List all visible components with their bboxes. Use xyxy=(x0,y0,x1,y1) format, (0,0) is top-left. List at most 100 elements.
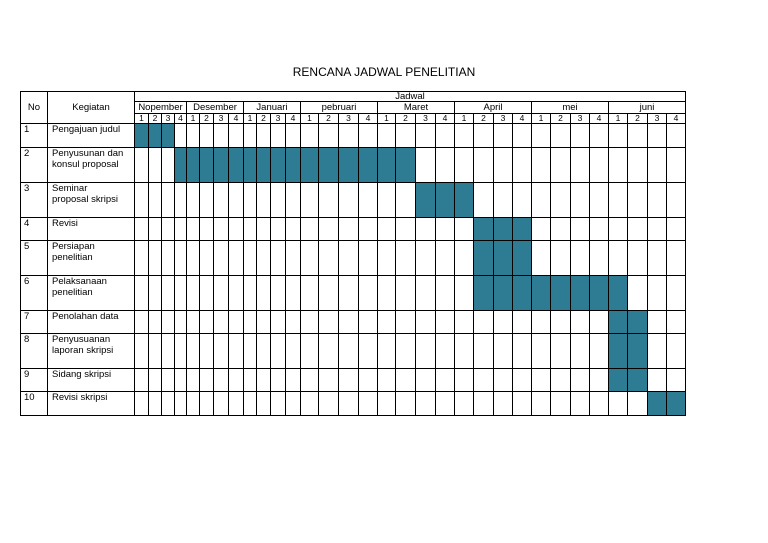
activity-name: Sidang skripsi xyxy=(47,368,135,392)
schedule-cell xyxy=(666,368,686,392)
schedule-cell xyxy=(228,240,244,276)
schedule-cell xyxy=(647,182,667,218)
schedule-cell xyxy=(531,147,551,183)
schedule-cell xyxy=(493,368,513,392)
schedule-cell xyxy=(589,182,609,218)
week-header: 2 xyxy=(148,113,162,124)
schedule-cell xyxy=(134,275,149,311)
schedule-cell xyxy=(570,217,590,241)
schedule-cell xyxy=(454,147,474,183)
schedule-cell-filled xyxy=(148,123,162,148)
activity-name-line: Penyusunan dan xyxy=(52,148,124,159)
schedule-cell xyxy=(395,310,416,334)
schedule-cell xyxy=(148,368,162,392)
schedule-cell-filled xyxy=(318,147,339,183)
schedule-cell xyxy=(377,310,396,334)
schedule-cell-filled xyxy=(570,275,590,311)
schedule-cell xyxy=(358,368,378,392)
schedule-cell xyxy=(666,147,686,183)
schedule-cell xyxy=(199,310,214,334)
schedule-cell-filled xyxy=(435,182,455,218)
schedule-cell xyxy=(531,310,551,334)
activity-row: 6 Pelaksanaan penelitian xyxy=(20,275,686,311)
week-header: 3 xyxy=(570,113,590,124)
schedule-cell xyxy=(256,123,271,148)
schedule-cell xyxy=(550,310,571,334)
schedule-cell xyxy=(570,123,590,148)
schedule-cell xyxy=(134,310,149,334)
schedule-cell xyxy=(666,333,686,369)
schedule-cell xyxy=(338,123,359,148)
activity-no: 6 xyxy=(20,275,48,311)
week-header: 3 xyxy=(161,113,175,124)
schedule-cell xyxy=(531,182,551,218)
schedule-cell xyxy=(473,182,494,218)
schedule-cell-filled xyxy=(228,147,244,183)
week-header: 4 xyxy=(666,113,686,124)
schedule-cell xyxy=(454,310,474,334)
schedule-cell xyxy=(473,147,494,183)
week-header: 3 xyxy=(493,113,513,124)
activity-no: 7 xyxy=(20,310,48,334)
activity-name-line: Sidang skripsi xyxy=(52,369,112,380)
activity-row: 2 Penyusunan dan konsul proposal xyxy=(20,147,686,183)
schedule-cell xyxy=(256,240,271,276)
schedule-cell xyxy=(174,182,187,218)
schedule-cell xyxy=(531,368,551,392)
schedule-cell xyxy=(493,310,513,334)
schedule-cell xyxy=(199,123,214,148)
week-header: 2 xyxy=(627,113,648,124)
schedule-cell xyxy=(589,368,609,392)
schedule-cell xyxy=(134,147,149,183)
schedule-cell xyxy=(473,368,494,392)
schedule-cell xyxy=(199,368,214,392)
activity-name-line: Seminar xyxy=(52,183,88,194)
activity-row: 3 Seminar proposal skripsi xyxy=(20,182,686,218)
schedule-cell xyxy=(270,333,286,369)
week-header: 1 xyxy=(186,113,200,124)
schedule-cell xyxy=(270,217,286,241)
schedule-cell xyxy=(647,147,667,183)
schedule-cell xyxy=(256,217,271,241)
schedule-cell xyxy=(338,182,359,218)
schedule-cell xyxy=(395,182,416,218)
schedule-cell xyxy=(134,240,149,276)
schedule-cell xyxy=(174,368,187,392)
schedule-cell xyxy=(228,368,244,392)
schedule-cell xyxy=(285,368,301,392)
schedule-cell xyxy=(318,217,339,241)
activity-no: 1 xyxy=(20,123,48,148)
schedule-cell-filled xyxy=(338,147,359,183)
schedule-cell xyxy=(608,182,628,218)
activity-name: Penolahan data xyxy=(47,310,135,334)
schedule-cell-filled xyxy=(415,182,436,218)
week-header: 1 xyxy=(377,113,396,124)
schedule-cell xyxy=(338,333,359,369)
schedule-cell xyxy=(318,123,339,148)
schedule-cell-filled xyxy=(134,123,149,148)
schedule-cell xyxy=(256,333,271,369)
schedule-cell-filled xyxy=(608,310,628,334)
schedule-cell xyxy=(300,240,319,276)
schedule-cell xyxy=(647,275,667,311)
week-header: 4 xyxy=(435,113,455,124)
schedule-cell xyxy=(531,391,551,416)
schedule-cell xyxy=(435,123,455,148)
schedule-cell xyxy=(256,391,271,416)
schedule-cell xyxy=(213,391,229,416)
schedule-cell xyxy=(589,310,609,334)
activity-no: 5 xyxy=(20,240,48,276)
activity-name-line: Persiapan xyxy=(52,241,95,252)
schedule-cell xyxy=(435,147,455,183)
schedule-cell xyxy=(148,333,162,369)
schedule-cell xyxy=(148,391,162,416)
schedule-cell xyxy=(531,240,551,276)
schedule-cell xyxy=(589,391,609,416)
schedule-cell xyxy=(318,240,339,276)
schedule-cell xyxy=(199,240,214,276)
schedule-cell-filled xyxy=(199,147,214,183)
schedule-cell xyxy=(148,147,162,183)
schedule-cell xyxy=(395,123,416,148)
week-header: 4 xyxy=(512,113,532,124)
schedule-cell xyxy=(473,310,494,334)
